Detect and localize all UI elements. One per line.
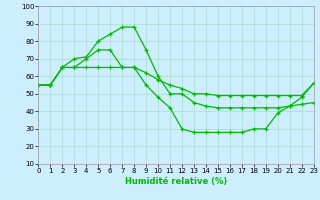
X-axis label: Humidité relative (%): Humidité relative (%)	[125, 177, 227, 186]
